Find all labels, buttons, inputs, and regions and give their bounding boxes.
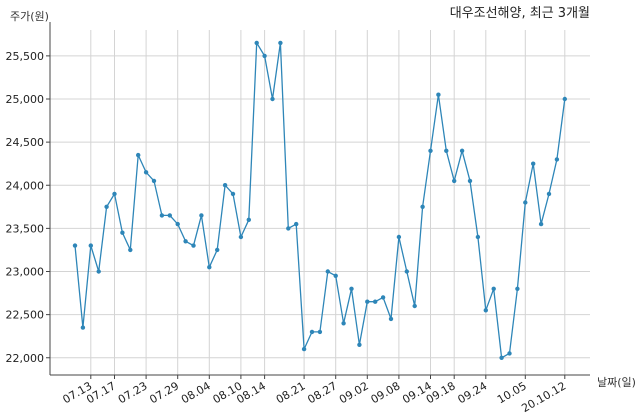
y-tick-label: 22,000 <box>6 352 45 365</box>
x-tick-label: 08.27 <box>305 379 339 406</box>
data-point <box>270 96 275 102</box>
x-tick-label: 20.10.12 <box>519 379 568 414</box>
data-point <box>301 346 307 352</box>
data-point <box>388 316 394 322</box>
data-point <box>215 247 220 253</box>
x-tick-label: 09.08 <box>369 379 403 406</box>
data-point <box>531 161 536 166</box>
data-point <box>467 178 473 184</box>
data-point <box>136 152 141 158</box>
data-point <box>349 286 354 291</box>
data-point <box>404 269 409 274</box>
data-point <box>491 286 496 291</box>
data-point <box>317 329 323 335</box>
data-point <box>230 191 236 197</box>
data-point <box>475 234 481 240</box>
data-point <box>191 243 196 248</box>
x-tick-label: 08.21 <box>274 379 308 406</box>
data-point <box>499 355 504 360</box>
data-point <box>143 170 149 175</box>
data-point <box>507 351 512 356</box>
y-axis-label: 주가(원) <box>10 10 49 23</box>
data-point <box>183 239 188 244</box>
data-point <box>238 234 244 240</box>
data-point <box>428 148 433 153</box>
data-point <box>175 221 180 227</box>
data-point <box>199 213 204 218</box>
y-tick-label: 25,500 <box>6 50 45 63</box>
data-point <box>80 325 86 330</box>
axes <box>46 22 590 379</box>
data-point <box>207 265 212 270</box>
data-point <box>538 221 544 227</box>
data-point <box>128 247 133 253</box>
data-point <box>96 269 101 274</box>
data-point <box>262 53 267 59</box>
y-tick-labels: 22,000 22,500 23,000 23,500 24,000 24,500 25,0… <box>6 50 45 365</box>
data-point <box>88 243 94 248</box>
grid <box>50 30 590 375</box>
data-point <box>278 40 283 46</box>
data-point <box>72 243 78 248</box>
data-point <box>436 92 441 97</box>
data-point <box>309 329 315 335</box>
data-point <box>151 178 157 184</box>
data-point <box>459 148 465 153</box>
x-tick-label: 07.29 <box>147 379 181 406</box>
y-tick-label: 22,500 <box>6 309 45 322</box>
chart-title: 대우조선해양, 최근 3개월 <box>450 6 590 21</box>
data-point <box>412 303 417 309</box>
data-point <box>483 308 488 313</box>
data-points <box>72 40 567 360</box>
data-point <box>112 191 117 197</box>
data-point <box>286 226 291 231</box>
data-point <box>562 96 567 102</box>
data-point <box>365 299 370 304</box>
x-tick-label: 09.02 <box>337 379 371 406</box>
x-axis-label: 날짜(일) <box>597 375 636 389</box>
data-point <box>523 200 528 205</box>
data-point <box>159 213 165 218</box>
y-tick-label: 24,000 <box>6 179 45 192</box>
data-point <box>515 286 520 291</box>
data-point <box>396 234 402 240</box>
data-point <box>254 40 259 46</box>
x-tick-label: 09.24 <box>456 379 490 406</box>
data-point <box>380 295 386 300</box>
data-point <box>452 178 457 184</box>
y-tick-label: 25,000 <box>6 93 45 106</box>
data-point <box>120 230 125 235</box>
y-tick-label: 24,500 <box>6 136 45 149</box>
data-point <box>554 157 560 162</box>
data-point <box>341 321 346 326</box>
data-point <box>444 148 449 153</box>
data-point <box>167 213 172 218</box>
x-tick-label: 07.23 <box>116 379 150 406</box>
data-point <box>294 221 299 227</box>
data-point <box>222 183 228 188</box>
data-point <box>325 269 330 274</box>
series-line <box>74 40 566 359</box>
data-point <box>333 273 338 278</box>
x-tick-label: 08.04 <box>179 379 213 406</box>
data-point <box>246 217 251 222</box>
y-tick-label: 23,000 <box>6 266 45 279</box>
data-point <box>373 299 378 304</box>
data-point <box>420 204 425 209</box>
y-tick-label: 23,500 <box>6 222 45 235</box>
data-point <box>357 342 362 347</box>
data-point <box>104 204 109 209</box>
data-point <box>546 191 552 197</box>
